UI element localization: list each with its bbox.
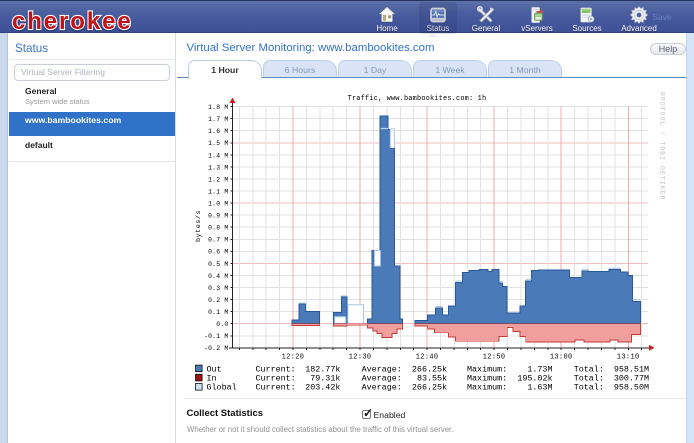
- svg-text:958.50M: 958.50M: [614, 383, 649, 393]
- svg-text:1.3 M: 1.3 M: [208, 164, 228, 171]
- svg-text:Traffic, www.bambookites.com:: Traffic, www.bambookites.com: 1h: [348, 95, 487, 103]
- svg-text:195.02k: 195.02k: [517, 374, 552, 384]
- svg-text:266.25k: 266.25k: [412, 383, 447, 393]
- svg-text:0.5 M: 0.5 M: [208, 261, 228, 268]
- svg-text:0.8 M: 0.8 M: [208, 225, 228, 232]
- svg-text:Out: Out: [207, 364, 222, 374]
- svg-text:1.2 M: 1.2 M: [208, 176, 228, 183]
- svg-text:Average:: Average:: [362, 364, 402, 374]
- svg-text:79.31k: 79.31k: [310, 374, 340, 384]
- svg-text:1.73M: 1.73M: [527, 364, 552, 374]
- svg-text:12:50: 12:50: [483, 354, 506, 362]
- svg-text:Current:: Current:: [256, 364, 296, 374]
- svg-text:Maximum:: Maximum:: [467, 364, 507, 374]
- svg-text:Average:: Average:: [362, 383, 402, 393]
- svg-text:203.42k: 203.42k: [305, 383, 340, 393]
- svg-text:12:40: 12:40: [416, 354, 439, 362]
- svg-text:83.55k: 83.55k: [417, 374, 447, 384]
- svg-text:300.77M: 300.77M: [614, 374, 649, 384]
- svg-text:Total:: Total:: [574, 383, 604, 393]
- svg-text:-0.2 M: -0.2 M: [204, 345, 229, 352]
- svg-text:12:30: 12:30: [349, 354, 372, 362]
- svg-text:958.51M: 958.51M: [614, 364, 649, 374]
- svg-text:1.6 M: 1.6 M: [208, 128, 228, 135]
- svg-text:1.8 M: 1.8 M: [208, 104, 228, 111]
- svg-text:RRDTOOL / TOBI OETIKER: RRDTOOL / TOBI OETIKER: [659, 92, 666, 201]
- svg-text:cherokee: cherokee: [12, 8, 133, 34]
- svg-text:In: In: [207, 374, 217, 384]
- svg-text:0.9 M: 0.9 M: [208, 213, 228, 220]
- svg-text:13:00: 13:00: [550, 354, 573, 362]
- svg-text:0.0: 0.0: [216, 321, 228, 328]
- svg-text:0.3 M: 0.3 M: [208, 285, 228, 292]
- svg-text:Current:: Current:: [256, 383, 296, 393]
- svg-text:Maximum:: Maximum:: [467, 374, 507, 384]
- svg-text:1.63M: 1.63M: [527, 383, 552, 393]
- svg-text:1.5 M: 1.5 M: [208, 140, 228, 147]
- svg-text:Current:: Current:: [256, 374, 296, 384]
- svg-text:12:20: 12:20: [282, 354, 305, 362]
- svg-text:bytes/s: bytes/s: [195, 210, 203, 242]
- svg-text:182.77k: 182.77k: [305, 364, 340, 374]
- svg-text:Global: Global: [207, 383, 237, 393]
- svg-text:0.1 M: 0.1 M: [208, 309, 228, 316]
- svg-text:1.0 M: 1.0 M: [208, 201, 228, 208]
- svg-text:0.6 M: 0.6 M: [208, 249, 228, 256]
- svg-text:Maximum:: Maximum:: [467, 383, 507, 393]
- svg-text:Total:: Total:: [574, 364, 604, 374]
- svg-text:0.2 M: 0.2 M: [208, 297, 228, 304]
- svg-text:1.4 M: 1.4 M: [208, 152, 228, 159]
- svg-text:1.1 M: 1.1 M: [208, 188, 228, 195]
- svg-text:0.7 M: 0.7 M: [208, 237, 228, 244]
- svg-text:0.4 M: 0.4 M: [208, 273, 228, 280]
- svg-text:-0.1 M: -0.1 M: [204, 333, 229, 340]
- svg-text:1.7 M: 1.7 M: [208, 116, 228, 123]
- svg-text:266.25k: 266.25k: [412, 364, 447, 374]
- svg-text:13:10: 13:10: [617, 354, 640, 362]
- svg-text:Total:: Total:: [574, 374, 604, 384]
- svg-text:Average:: Average:: [362, 374, 402, 384]
